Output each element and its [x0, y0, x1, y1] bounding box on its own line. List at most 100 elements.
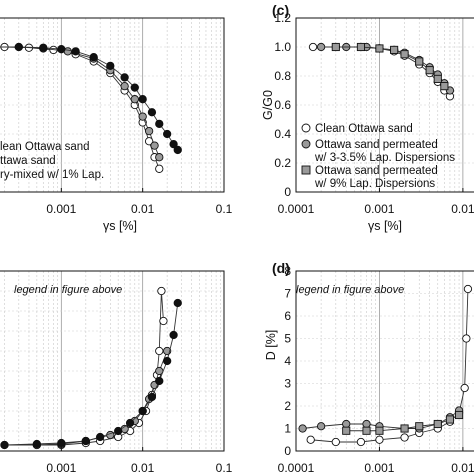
y-axis-label: D [%]	[264, 330, 278, 361]
data-point	[155, 164, 164, 173]
y-tick-label: 1	[284, 422, 291, 436]
series-line	[4, 302, 179, 446]
legend-label: lean Ottawa sand	[0, 141, 90, 153]
panel-b: 0.001 0.01 0.1 γs [%] lean Ottawa sand ttawa …	[0, 17, 233, 233]
x-tick-label: 0.1	[216, 461, 233, 474]
data-point	[0, 440, 9, 450]
data-point-square	[331, 42, 340, 52]
data-point	[308, 42, 318, 52]
data-point	[460, 383, 469, 393]
data-point	[14, 42, 23, 52]
x-tick-label: 0.01	[451, 202, 474, 216]
data-point	[71, 47, 80, 56]
note-right-bottom: legend in figure above	[296, 284, 404, 296]
y-tick-label: 4	[284, 354, 291, 368]
data-point-square	[455, 410, 464, 420]
y-tick-label: 0	[284, 185, 291, 199]
y-tick-label: 0.2	[274, 156, 291, 170]
y-tick-label: 0	[284, 444, 291, 458]
axes-frame	[295, 17, 474, 193]
data-point-square	[425, 66, 434, 75]
plot-area	[296, 18, 474, 192]
data-point	[138, 112, 147, 121]
x-tick-label: 0.01	[451, 461, 474, 474]
axes-frame	[0, 17, 225, 193]
data-point-square	[415, 422, 424, 431]
x-tick-label: 0.0001	[278, 461, 315, 474]
data-point	[95, 432, 105, 442]
data-point	[356, 437, 366, 447]
data-point	[89, 53, 98, 62]
plot-area	[0, 18, 224, 192]
data-point	[169, 330, 178, 340]
data-point	[462, 334, 471, 343]
y-tick-label: 1.0	[274, 40, 291, 54]
data-point-square	[390, 45, 399, 54]
panel-letter-c: (c)	[272, 2, 289, 18]
data-point	[173, 145, 182, 155]
data-point	[138, 95, 147, 104]
data-point	[163, 129, 172, 139]
data-point-square	[362, 426, 371, 435]
data-point	[39, 43, 48, 52]
data-point-square	[375, 44, 384, 53]
legend-marker	[301, 123, 311, 133]
data-point-square	[356, 42, 365, 52]
panel-letter-d: (d)	[272, 260, 290, 276]
data-point	[120, 73, 129, 82]
data-point	[375, 435, 384, 444]
x-tick-label: 0.001	[46, 461, 76, 474]
y-tick-label: 8	[284, 264, 291, 278]
data-point	[163, 356, 172, 366]
note-left-bottom: legend in figure above	[14, 284, 122, 296]
y-tick-label: 0.6	[274, 98, 291, 112]
data-point-square	[400, 50, 409, 59]
legend-label: Clean Ottawa sand	[315, 123, 413, 135]
y-tick-label: 6	[284, 309, 291, 323]
data-point-square	[400, 424, 409, 433]
legend-marker	[301, 139, 311, 149]
data-point	[106, 61, 115, 70]
data-point	[32, 439, 41, 449]
data-point	[114, 426, 123, 436]
data-point	[57, 45, 66, 54]
y-tick-label: 3	[284, 377, 291, 391]
data-point-square	[433, 419, 442, 429]
data-point	[144, 126, 154, 136]
data-point	[169, 139, 178, 149]
y-axis-label: G/G0	[261, 90, 275, 120]
data-point	[342, 419, 351, 429]
data-point	[316, 422, 326, 431]
plot-area	[0, 271, 224, 451]
data-point	[400, 433, 409, 442]
data-point	[155, 376, 164, 386]
y-tick-label: 0.8	[274, 69, 291, 83]
data-point-square	[342, 426, 351, 435]
data-point	[298, 424, 307, 433]
data-point	[147, 392, 157, 402]
data-point	[155, 153, 164, 162]
x-tick-label: 0.001	[364, 202, 394, 216]
legend-label: Ottawa sand permeated w/ 9% Lap. Dispersi…	[314, 165, 438, 190]
y-tick-label: 2	[284, 399, 291, 413]
data-point	[331, 437, 340, 447]
legend-label: ttawa sand	[0, 155, 56, 167]
y-tick-label: 7	[284, 287, 291, 301]
data-point	[150, 141, 159, 150]
y-tick-label: 5	[284, 332, 291, 346]
x-tick-label: 0.1	[216, 202, 233, 216]
x-tick-label: 0.01	[131, 461, 155, 474]
x-tick-label: 0.001	[46, 202, 76, 216]
data-point-square	[445, 415, 455, 424]
data-point	[147, 108, 157, 117]
legend-label: Ottawa sand permeated w/ 3-3.5% Lap. Disp…	[314, 139, 455, 164]
data-point-square	[440, 82, 449, 91]
data-point	[125, 418, 135, 428]
data-point	[155, 346, 164, 356]
data-point	[130, 95, 139, 104]
data-point	[316, 42, 326, 52]
data-point	[157, 286, 166, 296]
